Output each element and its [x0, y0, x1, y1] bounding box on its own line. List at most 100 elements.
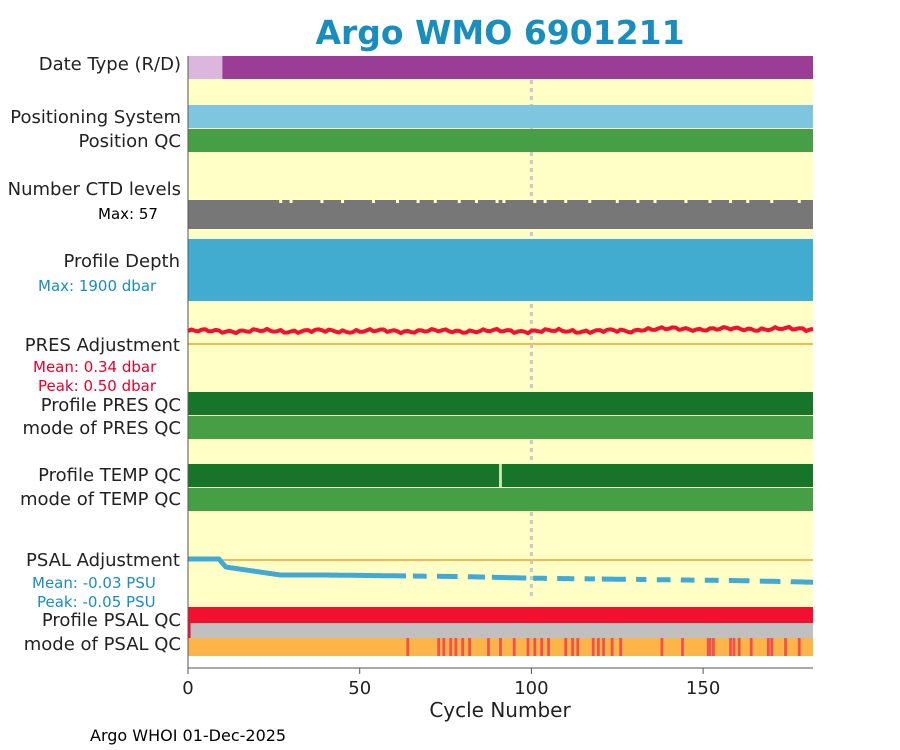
- psal-qc-red-mark-25: [708, 638, 712, 656]
- x-axis: 0 50 100 150 Cycle Number: [182, 56, 813, 722]
- psal-qc-red-mark-18: [596, 638, 600, 656]
- psal-qc-red-mark-30: [749, 638, 753, 656]
- label-profile-depth: Profile Depth: [63, 251, 180, 272]
- psal-qc-red-mark-8: [499, 638, 502, 656]
- mode-pres-qc-bar-seg-0: [188, 416, 813, 439]
- x-tick-label-2: 100: [514, 678, 548, 699]
- ctd-levels-dip-5: [395, 200, 399, 203]
- label-psal-adjustment: PSAL Adjustment: [26, 550, 180, 571]
- label-profile-temp-qc: Profile TEMP QC: [38, 465, 181, 486]
- positioning-system-bar-seg-0: [188, 105, 813, 128]
- plot-background: [188, 56, 813, 656]
- ctd-levels-dip-10: [495, 200, 499, 203]
- row-labels: Date Type (R/D) Positioning System Posit…: [8, 54, 181, 655]
- ctd-levels-dip-7: [433, 200, 437, 203]
- x-tick-label-3: 150: [686, 678, 720, 699]
- ctd-levels-dip-19: [684, 200, 688, 203]
- psal-qc-red-mark-14: [564, 638, 568, 656]
- qc-bars: [188, 56, 814, 656]
- label-psal-mean: Mean: -0.03 PSU: [32, 574, 156, 592]
- ctd-levels-dip-14: [564, 200, 568, 203]
- psal-qc-red-mark-17: [591, 638, 595, 656]
- ctd-levels-dip-21: [729, 200, 733, 203]
- label-mode-temp-qc: mode of TEMP QC: [20, 489, 181, 510]
- psal-adjustment-line-15: [790, 579, 813, 585]
- label-ctd-max: Max: 57: [98, 205, 158, 223]
- psal-qc-red-mark-2: [442, 638, 446, 656]
- profile-depth-bar-seg-0: [188, 239, 813, 301]
- psal-qc-red-mark-15: [571, 638, 575, 656]
- psal-qc-red-mark-20: [610, 638, 614, 656]
- ctd-levels-bar: [188, 200, 813, 229]
- mode-psal-qc-upper-seg-0: [188, 623, 191, 638]
- ctd-levels-dip-17: [636, 200, 640, 203]
- psal-qc-red-mark-19: [602, 638, 605, 656]
- psal-qc-red-mark-4: [454, 638, 458, 656]
- footer-credit: Argo WHOI 01-Dec-2025: [90, 726, 286, 745]
- ctd-levels-dip-0: [279, 200, 283, 203]
- ctd-levels-dip-2: [320, 200, 324, 203]
- profile-pres-qc-bar-seg-0: [188, 392, 813, 415]
- psal-qc-red-mark-21: [619, 638, 623, 656]
- label-profile-pres-qc: Profile PRES QC: [41, 395, 181, 416]
- label-number-ctd-levels: Number CTD levels: [8, 179, 181, 200]
- psal-qc-red-mark-13: [547, 638, 550, 656]
- psal-qc-red-mark-29: [737, 638, 741, 656]
- ctd-levels-dip-11: [502, 200, 506, 203]
- psal-qc-red-mark-9: [512, 638, 516, 656]
- label-positioning-system: Positioning System: [10, 107, 181, 128]
- ctd-levels-dip-8: [457, 200, 461, 203]
- ctd-levels-dip-20: [708, 200, 712, 203]
- ctd-levels-dip-1: [289, 200, 293, 203]
- label-pres-peak: Peak: 0.50 dbar: [38, 377, 157, 395]
- profile-temp-qc-bar-seg-0: [188, 464, 500, 487]
- ctd-levels-dip-18: [653, 200, 657, 203]
- psal-adjustment-line-4: [491, 574, 527, 581]
- psal-qc-red-mark-10: [526, 638, 530, 656]
- label-psal-peak: Peak: -0.05 PSU: [37, 593, 156, 611]
- chart-title: Argo WMO 6901211: [315, 13, 684, 52]
- ctd-levels-dip-4: [371, 200, 375, 203]
- profile-temp-qc-bar-seg-2: [501, 464, 813, 487]
- psal-qc-red-mark-5: [461, 638, 465, 656]
- psal-qc-red-mark-26: [712, 638, 715, 656]
- label-profile-psal-qc: Profile PSAL QC: [42, 610, 181, 631]
- label-position-qc: Position QC: [78, 131, 181, 152]
- position-qc-bar-seg-0: [188, 129, 813, 152]
- psal-qc-red-mark-7: [487, 638, 490, 656]
- mode-psal-qc-upper-seg-1: [190, 623, 813, 638]
- ctd-levels-dip-13: [543, 200, 547, 203]
- label-pres-mean: Mean: 0.34 dbar: [33, 358, 157, 376]
- psal-qc-red-mark-11: [533, 638, 537, 656]
- label-depth-max: Max: 1900 dbar: [38, 277, 157, 295]
- ctd-levels-dip-3: [341, 200, 345, 203]
- x-ticks: 0 50 100 150: [182, 668, 720, 699]
- mode-temp-qc-bar-seg-0: [188, 488, 813, 511]
- ctd-levels-dip-6: [416, 200, 420, 203]
- psal-qc-red-mark-28: [732, 638, 736, 656]
- ctd-levels-dip-12: [533, 200, 537, 203]
- psal-qc-red-mark-32: [770, 638, 774, 656]
- x-tick-label-1: 50: [348, 678, 371, 699]
- x-tick-label-0: 0: [182, 678, 193, 699]
- profile-temp-qc-bar-seg-1: [499, 464, 502, 487]
- psal-qc-red-mark-1: [437, 638, 441, 656]
- label-mode-psal-qc: mode of PSAL QC: [24, 634, 181, 655]
- profile-psal-qc-bar-seg-0: [188, 607, 813, 623]
- x-axis-label: Cycle Number: [429, 698, 571, 722]
- ctd-levels-dip-15: [588, 200, 592, 203]
- pres-adjustment-line: [187, 324, 814, 336]
- ctd-levels-dip-16: [615, 200, 619, 203]
- label-pres-adjustment: PRES Adjustment: [25, 335, 180, 356]
- psal-qc-red-mark-27: [729, 638, 732, 656]
- adjustment-lines: [187, 324, 814, 585]
- ctd-levels-dip-9: [474, 200, 478, 203]
- psal-adjustment-line-0: [188, 556, 407, 579]
- label-mode-pres-qc: mode of PRES QC: [23, 418, 181, 439]
- psal-qc-red-mark-3: [449, 638, 453, 656]
- label-date-type: Date Type (R/D): [39, 54, 181, 75]
- psal-qc-red-mark-0: [406, 638, 410, 656]
- psal-qc-red-mark-34: [797, 638, 801, 656]
- ctd-levels-dip-23: [770, 200, 774, 203]
